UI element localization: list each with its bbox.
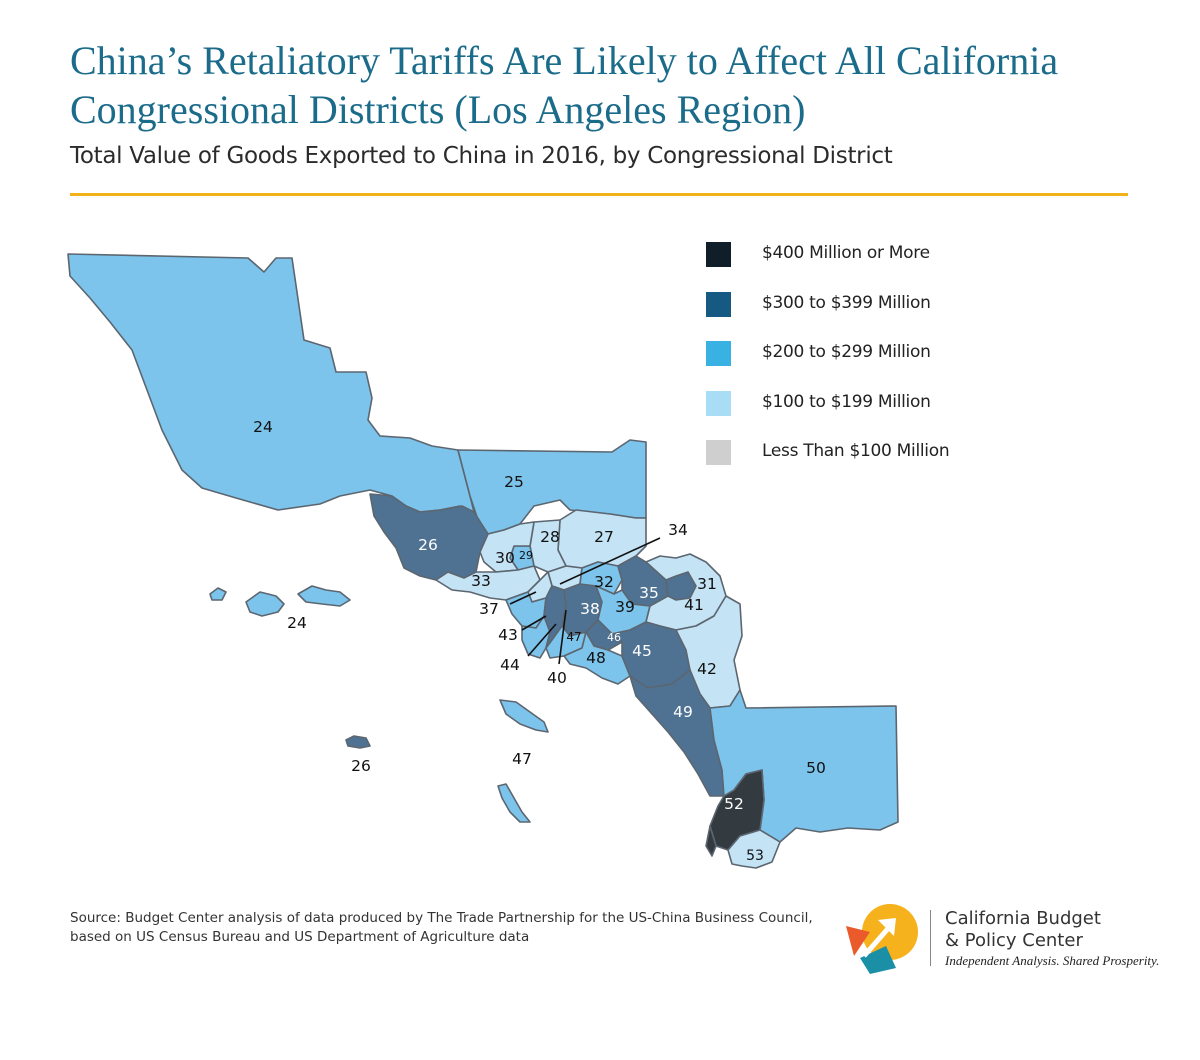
source-note: Source: Budget Center analysis of data p…	[70, 910, 813, 945]
leader-line-44	[527, 623, 557, 657]
district-30[interactable]	[479, 521, 535, 573]
island-santa-cruz[interactable]	[297, 585, 351, 607]
label-26-island: 26	[351, 757, 371, 775]
label-52: 52	[724, 795, 744, 813]
title-divider	[70, 193, 1128, 196]
leader-line-40	[558, 609, 567, 665]
island-anacapa-west[interactable]	[209, 587, 227, 601]
page-subtitle: Total Value of Goods Exported to China i…	[70, 143, 893, 169]
island-santa-rosa[interactable]	[245, 591, 285, 617]
organization-name: California Budget & Policy Center	[945, 908, 1101, 952]
island-santa-catalina[interactable]	[499, 699, 549, 733]
label-49: 49	[673, 703, 693, 721]
label-25: 25	[504, 473, 524, 491]
label-28: 28	[540, 528, 560, 546]
logo-divider	[930, 910, 931, 966]
leader-line-43	[521, 615, 547, 631]
district-24[interactable]	[67, 253, 475, 513]
page-title: China’s Retaliatory Tariffs Are Likely t…	[70, 38, 1059, 132]
label-32: 32	[594, 573, 614, 591]
label-50: 50	[806, 759, 826, 777]
label-44: 44	[500, 656, 520, 674]
legend-label: Less Than $100 Million	[762, 441, 950, 461]
san-diego-coast	[705, 825, 717, 857]
label-42: 42	[697, 660, 717, 678]
legend-label: $200 to $299 Million	[762, 342, 931, 362]
label-33: 33	[471, 572, 491, 590]
leader-line-34	[559, 537, 661, 585]
organization-name-line1: California Budget	[945, 908, 1101, 929]
legend-swatch	[706, 440, 731, 465]
label-41: 41	[684, 596, 704, 614]
island-san-clemente[interactable]	[497, 783, 531, 823]
label-46: 46	[607, 631, 621, 644]
organization-logo	[846, 904, 918, 974]
label-26: 26	[418, 536, 438, 554]
label-53: 53	[746, 848, 764, 864]
legend-swatch	[706, 390, 731, 416]
leader-line-37	[509, 591, 537, 605]
island-san-nicolas[interactable]	[345, 735, 371, 749]
label-34: 34	[668, 521, 688, 539]
label-45: 45	[632, 642, 652, 660]
label-35: 35	[639, 584, 659, 602]
label-24: 24	[253, 418, 273, 436]
label-40: 40	[547, 669, 567, 687]
label-24-islands: 24	[287, 614, 307, 632]
legend-swatch	[706, 341, 731, 366]
legend-swatch	[706, 242, 731, 267]
legend-label: $400 Million or More	[762, 243, 930, 263]
label-43: 43	[498, 626, 518, 644]
label-31: 31	[697, 575, 717, 593]
label-27: 27	[594, 528, 614, 546]
label-39: 39	[615, 598, 635, 616]
organization-tagline: Independent Analysis. Shared Prosperity.	[945, 953, 1160, 968]
label-48: 48	[586, 649, 606, 667]
label-29: 29	[519, 549, 533, 562]
label-30: 30	[495, 549, 515, 567]
label-37: 37	[479, 600, 499, 618]
legend-swatch	[706, 291, 731, 317]
label-47: 47	[566, 630, 581, 644]
legend-label: $100 to $199 Million	[762, 391, 931, 412]
district-33[interactable]	[435, 565, 541, 601]
organization-name-line2: & Policy Center	[945, 930, 1083, 951]
label-38: 38	[580, 600, 600, 618]
label-47-island: 47	[512, 750, 532, 768]
legend-label: $300 to $399 Million	[762, 292, 931, 313]
district-53[interactable]	[727, 829, 781, 869]
